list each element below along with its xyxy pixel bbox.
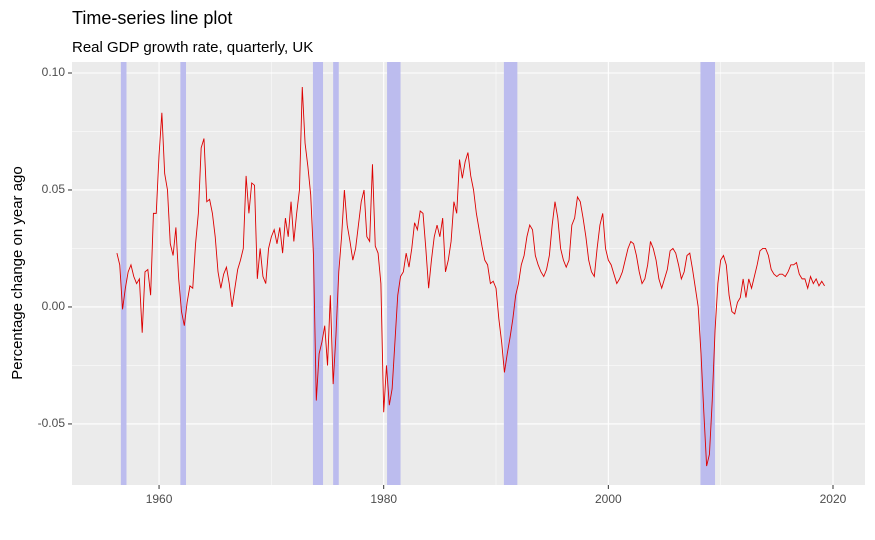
y-tick-label: 0.10: [42, 65, 66, 79]
recession-band: [120, 62, 127, 485]
data-line: [116, 87, 825, 467]
recession-band: [387, 62, 401, 485]
y-tick-label: -0.05: [38, 416, 66, 430]
recession-band: [700, 62, 716, 485]
y-tick-label: 0.05: [42, 182, 66, 196]
recession-band: [312, 62, 324, 485]
recession-band: [503, 62, 518, 485]
recession-band: [333, 62, 339, 485]
chart-title: Time-series line plot: [72, 8, 232, 28]
y-tick-label: 0.00: [42, 299, 66, 313]
x-tick-label: 1980: [370, 492, 397, 506]
plot-panel: [72, 62, 865, 485]
x-tick-label: 2020: [820, 492, 847, 506]
chart-subtitle: Real GDP growth rate, quarterly, UK: [72, 39, 313, 56]
x-tick-label: 2000: [595, 492, 622, 506]
y-axis-label: Percentage change on year ago: [9, 166, 26, 380]
recession-band: [180, 62, 187, 485]
x-tick-label: 1960: [146, 492, 173, 506]
